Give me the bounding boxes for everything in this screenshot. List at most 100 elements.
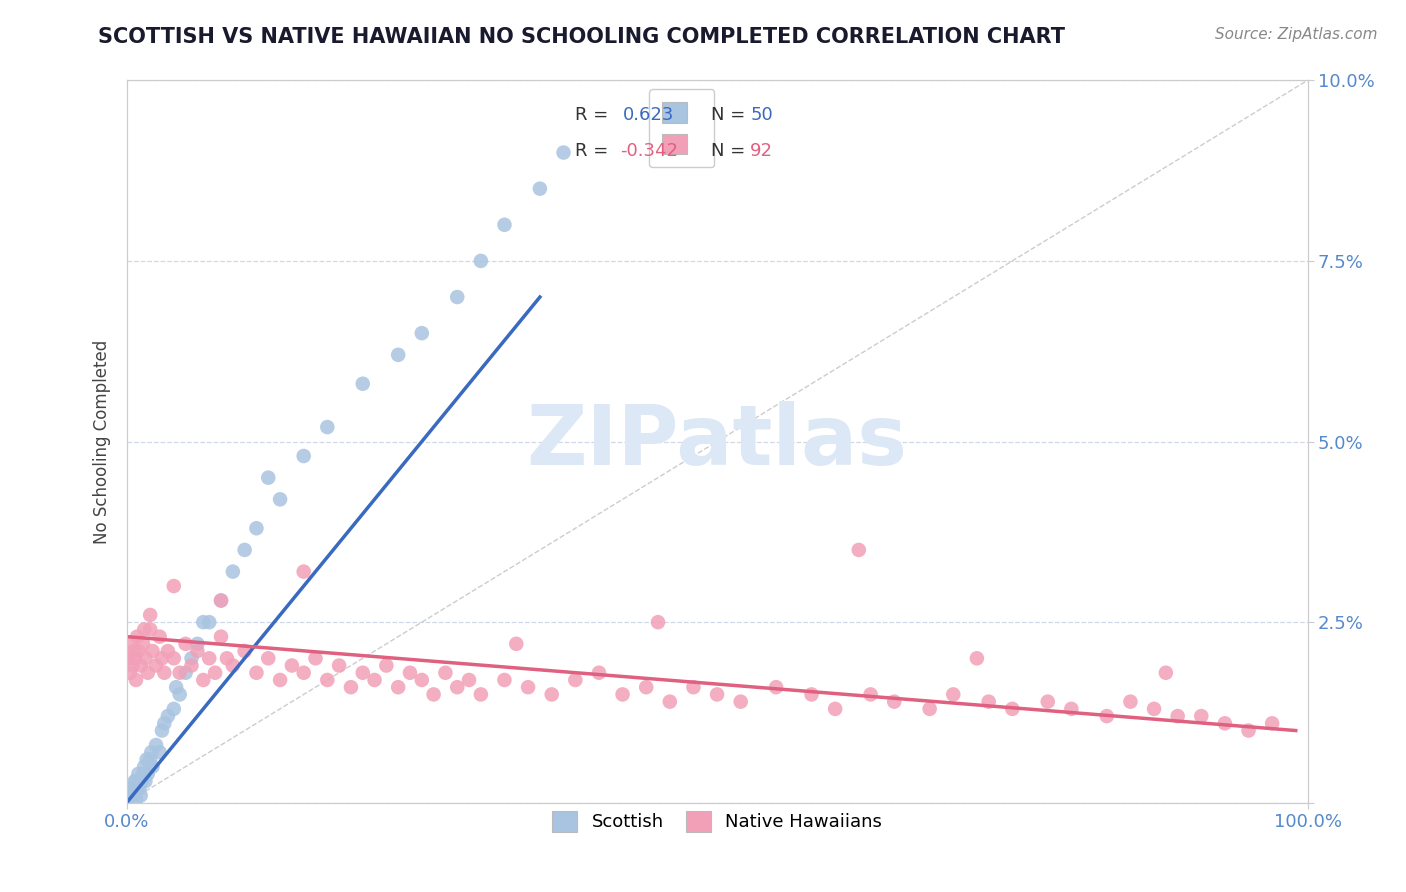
Point bbox=[118, 789, 141, 803]
Point bbox=[540, 687, 562, 701]
Point bbox=[193, 673, 215, 687]
Text: Source: ZipAtlas.com: Source: ZipAtlas.com bbox=[1215, 27, 1378, 42]
Point bbox=[124, 774, 146, 789]
Point bbox=[141, 760, 163, 774]
Text: 92: 92 bbox=[751, 142, 773, 160]
Point bbox=[121, 781, 143, 796]
Text: SCOTTISH VS NATIVE HAWAIIAN NO SCHOOLING COMPLETED CORRELATION CHART: SCOTTISH VS NATIVE HAWAIIAN NO SCHOOLING… bbox=[98, 27, 1066, 46]
Text: R =: R = bbox=[575, 105, 614, 124]
Point bbox=[132, 767, 155, 781]
Point bbox=[977, 695, 1000, 709]
Point bbox=[120, 785, 142, 799]
Point bbox=[1119, 695, 1142, 709]
Point bbox=[124, 651, 146, 665]
Point bbox=[564, 673, 586, 687]
Point bbox=[824, 702, 846, 716]
Point bbox=[145, 738, 167, 752]
Point bbox=[134, 774, 156, 789]
Point bbox=[387, 348, 409, 362]
Point bbox=[245, 521, 267, 535]
Point bbox=[553, 145, 575, 160]
Point bbox=[125, 774, 148, 789]
Point bbox=[800, 687, 823, 701]
Point bbox=[233, 644, 256, 658]
Point bbox=[730, 695, 752, 709]
Point bbox=[883, 695, 905, 709]
Point bbox=[163, 702, 186, 716]
Point bbox=[411, 673, 433, 687]
Point bbox=[859, 687, 882, 701]
Point bbox=[136, 665, 159, 680]
Point bbox=[163, 651, 186, 665]
Point bbox=[446, 680, 468, 694]
Point bbox=[1213, 716, 1236, 731]
Point bbox=[399, 665, 422, 680]
Point bbox=[165, 680, 187, 694]
Point bbox=[1154, 665, 1177, 680]
Y-axis label: No Schooling Completed: No Schooling Completed bbox=[93, 340, 111, 543]
Point bbox=[186, 637, 208, 651]
Point bbox=[588, 665, 610, 680]
Point bbox=[1261, 716, 1284, 731]
Point bbox=[132, 637, 155, 651]
Point bbox=[269, 492, 291, 507]
Point bbox=[139, 607, 162, 622]
Point bbox=[131, 774, 153, 789]
Point bbox=[180, 651, 202, 665]
Point bbox=[505, 637, 527, 651]
Point bbox=[222, 658, 245, 673]
Point bbox=[174, 637, 197, 651]
Point bbox=[647, 615, 669, 630]
Point bbox=[422, 687, 444, 701]
Point bbox=[121, 658, 143, 673]
Point bbox=[292, 565, 315, 579]
Point bbox=[135, 752, 157, 766]
Point bbox=[942, 687, 965, 701]
Point bbox=[134, 623, 156, 637]
Point bbox=[1036, 695, 1059, 709]
Point bbox=[215, 651, 238, 665]
Point bbox=[245, 665, 267, 680]
Point bbox=[470, 687, 492, 701]
Point bbox=[292, 665, 315, 680]
Point bbox=[174, 665, 197, 680]
Point bbox=[136, 767, 159, 781]
Point bbox=[1060, 702, 1083, 716]
Legend: Scottish, Native Hawaiians: Scottish, Native Hawaiians bbox=[540, 798, 894, 845]
Point bbox=[127, 644, 149, 658]
Point bbox=[180, 658, 202, 673]
Point bbox=[209, 593, 232, 607]
Point bbox=[340, 680, 363, 694]
Point bbox=[446, 290, 468, 304]
Point bbox=[292, 449, 315, 463]
Point bbox=[120, 637, 142, 651]
Text: 0.623: 0.623 bbox=[623, 105, 673, 124]
Point bbox=[682, 680, 704, 694]
Point bbox=[153, 716, 176, 731]
Point bbox=[434, 665, 457, 680]
Point bbox=[118, 651, 141, 665]
Point bbox=[352, 665, 374, 680]
Point bbox=[127, 767, 149, 781]
Point bbox=[1095, 709, 1118, 723]
Point bbox=[122, 789, 145, 803]
Point bbox=[141, 644, 163, 658]
Point bbox=[470, 253, 492, 268]
Point bbox=[125, 673, 148, 687]
Point bbox=[1143, 702, 1166, 716]
Point bbox=[127, 781, 149, 796]
Point bbox=[125, 792, 148, 806]
Point bbox=[163, 579, 186, 593]
Point bbox=[304, 651, 326, 665]
Text: N =: N = bbox=[711, 142, 751, 160]
Point bbox=[198, 615, 221, 630]
Point bbox=[658, 695, 681, 709]
Point bbox=[328, 658, 350, 673]
Point bbox=[375, 658, 398, 673]
Point bbox=[139, 752, 162, 766]
Point bbox=[316, 673, 339, 687]
Point bbox=[316, 420, 339, 434]
Point bbox=[636, 680, 658, 694]
Point bbox=[387, 680, 409, 694]
Text: ZIPatlas: ZIPatlas bbox=[527, 401, 907, 482]
